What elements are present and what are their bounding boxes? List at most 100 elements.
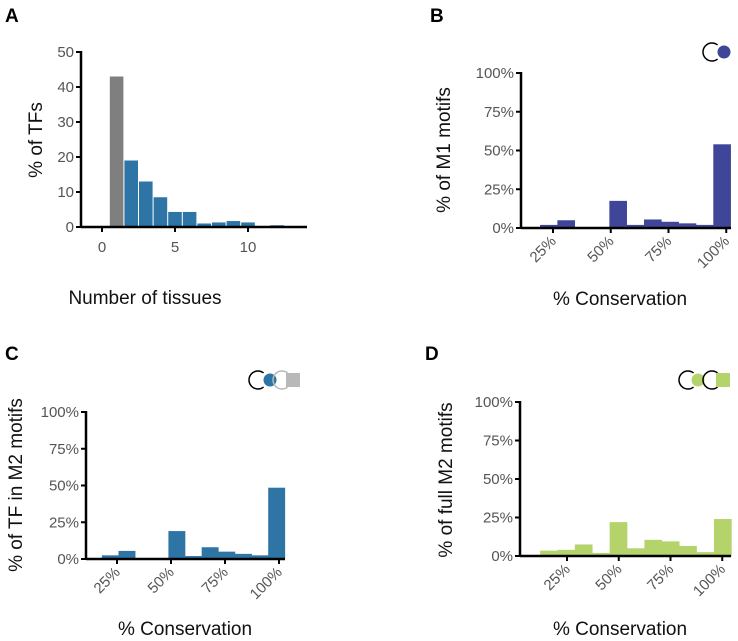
square-icon [286, 373, 300, 387]
panel-label: D [425, 344, 439, 365]
x-tick-label: 100% [690, 561, 729, 600]
y-axis-label: % of M1 motifs [434, 87, 455, 213]
panel-d: D0%25%50%75%100%25% 50% 75% 100%% Conservat… [425, 344, 732, 640]
y-tick-label: 25% [49, 514, 79, 531]
bar [241, 222, 255, 227]
x-axis-label: Number of tissues [68, 288, 221, 309]
panel-label: C [5, 344, 19, 365]
x-tick-label: 10 [240, 239, 257, 256]
y-tick-label: 50 [57, 44, 74, 61]
x-axis-label: % Conservation [118, 619, 252, 640]
y-tick-label: 10 [57, 184, 74, 201]
y-axis-label: % of TF in M2 motifs [6, 398, 27, 572]
arc-icon [248, 370, 265, 390]
bar [109, 76, 124, 227]
bar [609, 522, 628, 556]
full-m2-motif-icon [678, 370, 730, 390]
m1-motif-icon [702, 42, 731, 62]
tf-in-m2-motif-icon [248, 370, 300, 390]
square-icon [716, 373, 730, 387]
bar [713, 519, 732, 556]
x-tick-label: 0 [98, 239, 106, 256]
y-tick-label: 75% [483, 433, 513, 450]
bar [153, 197, 168, 227]
x-tick-label: 25% [541, 561, 574, 594]
y-tick-label: 0% [57, 551, 79, 568]
bar [574, 544, 593, 556]
y-tick-label: 50% [484, 143, 514, 160]
bar [592, 552, 610, 556]
arc-icon [272, 370, 289, 390]
y-axis-label: % of full M2 motifs [436, 402, 457, 557]
bar [168, 531, 186, 559]
bar [218, 551, 236, 559]
y-tick-label: 100% [41, 404, 79, 421]
x-axis-label: % Conservation [553, 289, 687, 310]
bar [557, 220, 576, 228]
x-tick-label: 25% [91, 564, 124, 597]
bar [168, 211, 182, 227]
x-tick-label: 100% [247, 564, 286, 603]
bar [695, 224, 714, 228]
y-tick-label: 100% [475, 394, 513, 411]
panel-b: B 0% 25% 50% 75% 100% 25% 50% 75% 100% % Conservat… [430, 6, 733, 310]
x-tick-label: 75% [644, 561, 677, 594]
bar [124, 160, 138, 227]
bar [644, 539, 663, 556]
bar [540, 550, 558, 556]
x-tick-label: 100% [694, 233, 733, 272]
x-tick-label: 50% [584, 233, 617, 266]
x-tick-label: 75% [642, 233, 675, 266]
bar [201, 547, 219, 559]
bar [661, 541, 680, 556]
bar [251, 555, 269, 559]
y-tick-label: 50% [49, 478, 79, 495]
bar [696, 552, 715, 556]
arc-icon [678, 370, 695, 390]
bar [212, 222, 226, 227]
bar [678, 223, 697, 228]
bar [626, 224, 645, 228]
bar [182, 211, 197, 227]
panel-a: A 0 10 20 30 40 50 0 5 10 Number of tissues % of TF… [5, 6, 307, 309]
arc-icon [702, 370, 719, 390]
dot-icon [717, 45, 731, 59]
x-tick-label: 25% [527, 233, 560, 266]
bar [557, 549, 576, 556]
bar [627, 548, 645, 556]
bar [197, 223, 211, 227]
bar [713, 144, 731, 228]
bar [226, 221, 241, 227]
y-tick-label: 0% [491, 548, 513, 565]
bar [101, 555, 119, 559]
bar [661, 221, 679, 228]
x-tick-label: 5 [171, 239, 179, 256]
bar [679, 545, 697, 556]
y-tick-label: 0 [66, 219, 74, 236]
y-tick-label: 100% [476, 65, 514, 82]
y-tick-label: 75% [49, 441, 79, 458]
x-tick-label: 50% [592, 561, 625, 594]
bar [540, 224, 558, 228]
bar [234, 553, 252, 559]
panel-c: C 0% 25% 50% 75% 100% 25% 50% 75% 100% % Conservat… [5, 344, 300, 640]
x-axis-label: % Conservation [553, 619, 687, 640]
bar [268, 487, 286, 559]
panel-label: B [430, 6, 444, 27]
dot-icon [691, 373, 705, 387]
arc-icon [702, 42, 719, 62]
y-tick-label: 25% [484, 181, 514, 198]
x-tick-label: 75% [199, 564, 232, 597]
y-tick-label: 0% [492, 220, 514, 237]
bar [185, 556, 202, 559]
y-axis-label: % of TFs [26, 102, 47, 178]
y-tick-label: 30 [57, 114, 74, 131]
y-tick-label: 40 [57, 79, 74, 96]
bar [644, 219, 662, 228]
bar [139, 181, 153, 227]
y-tick-label: 20 [57, 149, 74, 166]
panel-label: A [5, 6, 19, 27]
y-tick-label: 75% [484, 104, 514, 121]
x-tick-label: 50% [145, 564, 178, 597]
